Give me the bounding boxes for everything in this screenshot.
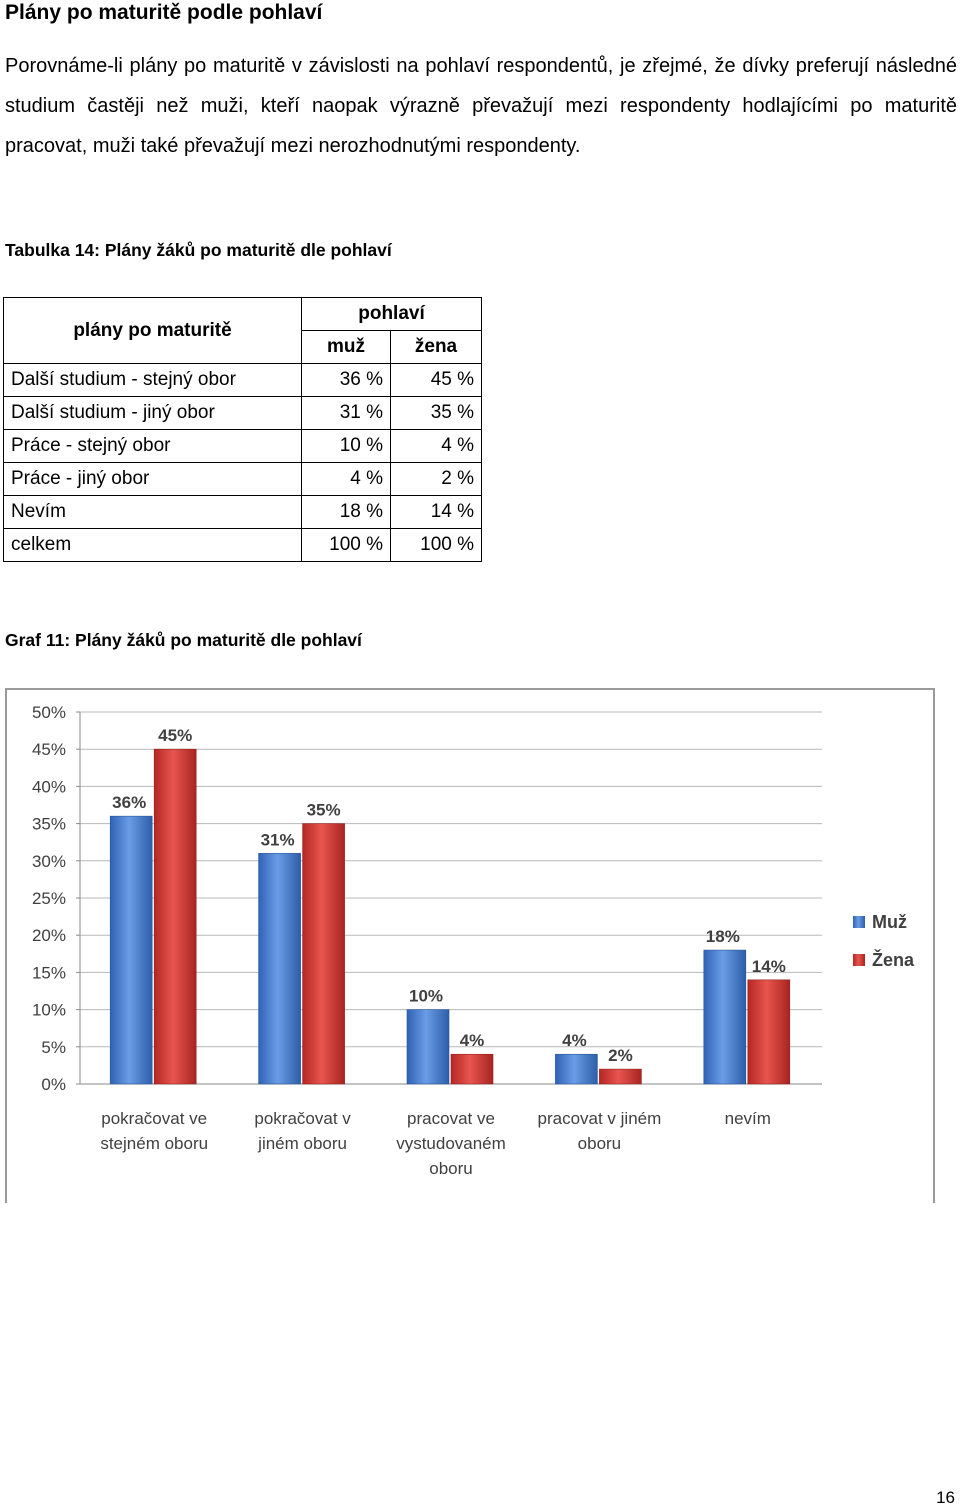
row-label: Práce - stejný obor <box>3 429 302 463</box>
data-label: 18% <box>706 927 740 946</box>
row-male-value: 18 % <box>301 495 391 529</box>
data-label: 35% <box>307 801 341 820</box>
y-tick-label: 5% <box>41 1038 66 1057</box>
x-category-label: vystudovaném <box>396 1134 506 1153</box>
table-caption: Tabulka 14: Plány žáků po maturitě dle p… <box>5 240 392 260</box>
row-male-value: 100 % <box>301 528 391 562</box>
row-female-value: 35 % <box>390 396 482 430</box>
data-label: 36% <box>112 793 146 812</box>
row-male-value: 36 % <box>301 363 391 397</box>
intro-paragraph: Porovnáme-li plány po maturitě v závislo… <box>5 55 957 157</box>
bar-muž-2 <box>406 1009 450 1085</box>
x-category-label: oboru <box>429 1159 472 1178</box>
y-tick-label: 10% <box>32 1001 66 1020</box>
legend-swatch-muž <box>853 916 865 928</box>
bar-chart: 0% 5% 10% 15% 20% 25% 30% 35% 40% 45% 50% 36% 45% pok… <box>32 703 915 1178</box>
y-tick-label: 25% <box>32 889 66 908</box>
row-label: Další studium - jiný obor <box>3 396 302 430</box>
x-category-label: oboru <box>578 1134 621 1153</box>
table-row: Další studium - jiný obor 31 % 35 % <box>3 396 482 430</box>
header-male: muž <box>301 330 391 364</box>
x-category-label: stejném oboru <box>100 1134 208 1153</box>
table-row: Další studium - stejný obor 36 % 45 % <box>3 363 482 397</box>
data-label: 45% <box>158 726 192 745</box>
table-subheader-row: muž žena <box>4 330 482 364</box>
bar-muž-4 <box>703 949 747 1085</box>
bar-žena-0 <box>153 748 197 1085</box>
row-label: celkem <box>3 528 302 562</box>
y-tick-label: 15% <box>32 963 66 982</box>
legend-label: Muž <box>872 912 907 932</box>
table-row: Práce - stejný obor 10 % 4 % <box>3 429 482 463</box>
legend-swatch-žena <box>853 954 865 966</box>
legend-label: Žena <box>872 949 915 970</box>
bar-muž-0 <box>109 815 153 1085</box>
table-header-row: plány po maturitě pohlaví <box>3 297 482 364</box>
bar-muž-3 <box>555 1053 598 1085</box>
row-label: Nevím <box>3 495 302 529</box>
row-female-value: 14 % <box>390 495 482 529</box>
row-female-value: 100 % <box>390 528 482 562</box>
data-label: 14% <box>752 957 786 976</box>
bar-žena-1 <box>302 823 345 1085</box>
row-male-value: 4 % <box>301 462 391 496</box>
y-tick-label: 45% <box>32 740 66 759</box>
plans-table: plány po maturitě pohlaví muž žena Další… <box>3 297 482 562</box>
data-label: 4% <box>562 1031 587 1050</box>
data-label: 10% <box>409 987 443 1006</box>
row-male-value: 10 % <box>301 429 391 463</box>
row-label: Práce - jiný obor <box>3 462 302 496</box>
y-tick-label: 50% <box>32 703 66 722</box>
y-tick-label: 0% <box>41 1075 66 1094</box>
y-tick-label: 30% <box>32 852 66 871</box>
header-plans: plány po maturitě <box>3 297 302 364</box>
header-gender: pohlaví <box>301 297 482 331</box>
page-number: 16 <box>936 1488 955 1507</box>
bar-muž-1 <box>258 853 301 1085</box>
data-label: 31% <box>261 830 295 849</box>
chart-frame <box>5 688 935 1203</box>
header-female: žena <box>390 330 482 364</box>
bar-žena-2 <box>450 1053 494 1085</box>
data-label: 2% <box>608 1046 633 1065</box>
row-label: Další studium - stejný obor <box>3 363 302 397</box>
row-female-value: 2 % <box>390 462 482 496</box>
x-category-label: jiném oboru <box>257 1134 347 1153</box>
y-tick-label: 40% <box>32 777 66 796</box>
bar-žena-4 <box>747 979 791 1085</box>
table-row: Nevím 18 % 14 % <box>3 495 482 529</box>
graph-caption: Graf 11: Plány žáků po maturitě dle pohl… <box>5 630 362 650</box>
y-tick-label: 20% <box>32 926 66 945</box>
table-row: Práce - jiný obor 4 % 2 % <box>3 462 482 496</box>
row-male-value: 31 % <box>301 396 391 430</box>
y-tick-label: 35% <box>32 815 66 834</box>
bar-žena-3 <box>599 1068 642 1085</box>
x-category-label: pracovat v jiném <box>538 1109 662 1128</box>
table-row-total: celkem 100 % 100 % <box>3 528 482 562</box>
row-female-value: 45 % <box>390 363 482 397</box>
x-category-label: pracovat ve <box>407 1109 495 1128</box>
x-category-label: pokračovat ve <box>101 1109 207 1128</box>
section-heading: Plány po maturitě podle pohlaví <box>5 1 323 24</box>
x-category-label: pokračovat v <box>254 1109 351 1128</box>
x-category-label: nevím <box>725 1109 771 1128</box>
row-female-value: 4 % <box>390 429 482 463</box>
data-label: 4% <box>460 1031 485 1050</box>
